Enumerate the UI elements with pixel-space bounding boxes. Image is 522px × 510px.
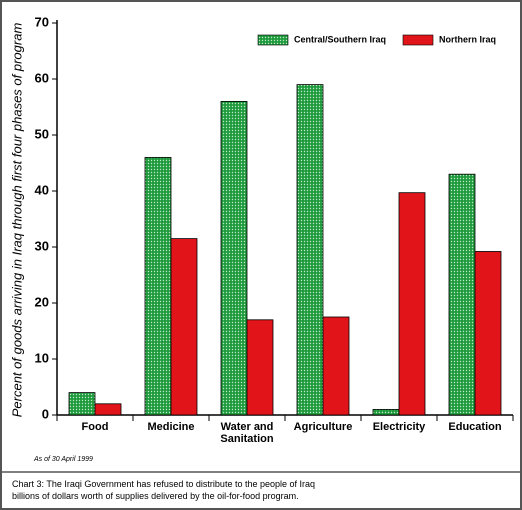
y-tick-label: 70	[35, 14, 49, 29]
bar	[94, 403, 122, 416]
x-tick-label: Education	[448, 421, 501, 433]
x-tick-label: Agriculture	[294, 421, 353, 433]
legend-label: Northern Iraq	[439, 34, 496, 44]
x-tick-label: Electricity	[373, 421, 426, 433]
bar	[474, 251, 502, 416]
y-tick-label: 40	[35, 182, 49, 197]
note: As of 30 April 1999	[33, 456, 93, 463]
legend-label: Central/Southern Iraq	[294, 34, 386, 44]
caption: Chart 3: The Iraqi Government has refuse…	[12, 479, 316, 501]
y-tick-label: 30	[35, 238, 49, 253]
bar	[144, 156, 172, 416]
bar	[246, 319, 274, 416]
bar	[322, 316, 350, 416]
bar	[448, 173, 476, 416]
bar	[398, 192, 426, 416]
legend-swatch	[257, 34, 289, 46]
bar	[68, 392, 96, 416]
bar	[296, 84, 324, 416]
x-tick-label: Water and Sanitation	[220, 421, 273, 445]
y-tick-label: 10	[35, 350, 49, 365]
bar	[170, 238, 198, 416]
y-tick-label: 20	[35, 294, 49, 309]
y-tick-label: 50	[35, 126, 49, 141]
bar	[220, 101, 248, 416]
legend-swatch	[402, 34, 434, 46]
y-tick-label: 0	[42, 406, 49, 421]
x-tick-label: Food	[82, 421, 109, 433]
y-axis-label: Percent of goods arriving in Iraq throug…	[9, 23, 24, 418]
y-tick-label: 60	[35, 70, 49, 85]
bar	[372, 408, 400, 416]
x-tick-label: Medicine	[147, 421, 194, 433]
